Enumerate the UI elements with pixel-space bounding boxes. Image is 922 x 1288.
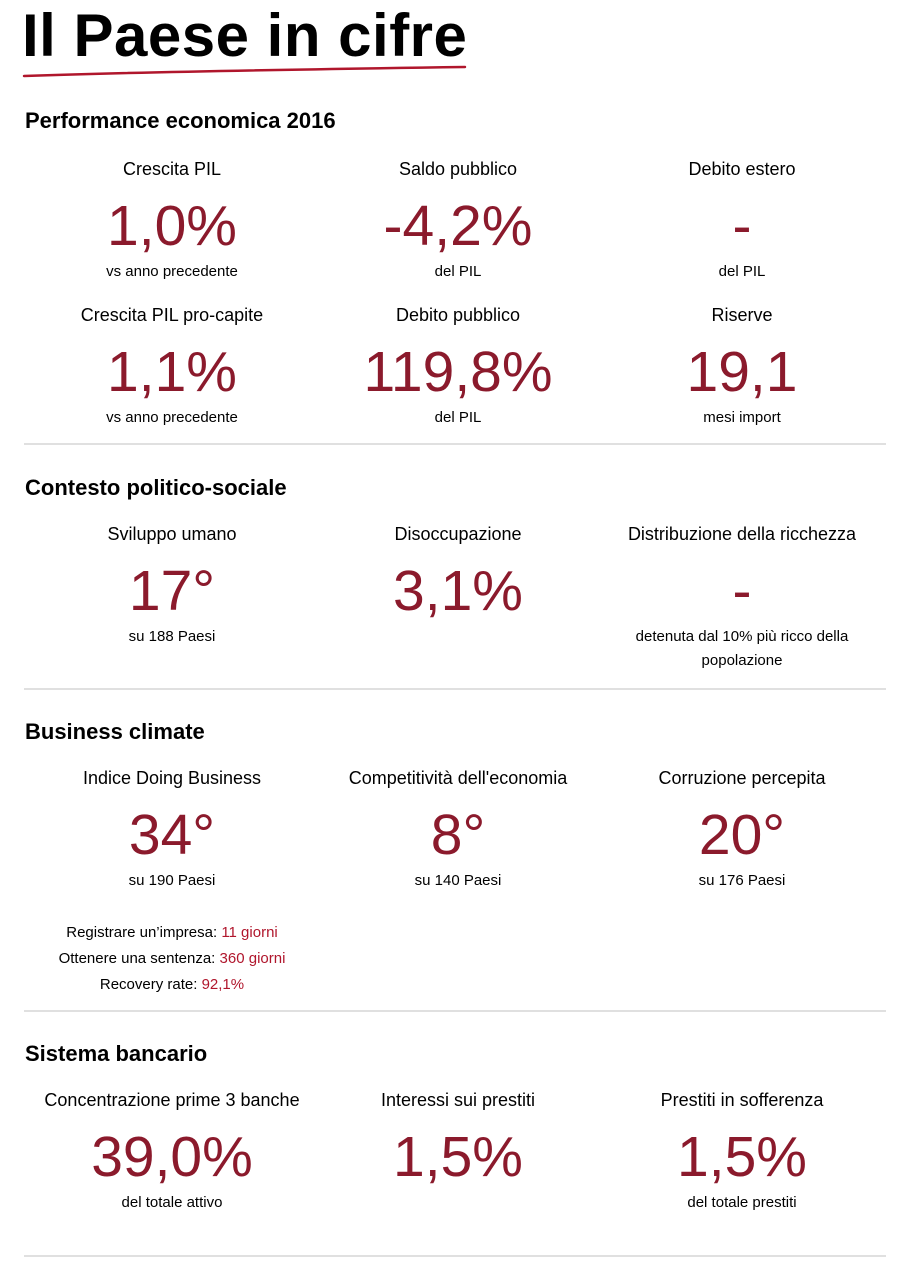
metric-debito-estero: Debito estero - del PIL xyxy=(592,157,892,284)
metric-crescita-pil-pro-capite: Crescita PIL pro-capite 1,1% vs anno pre… xyxy=(22,303,322,430)
section-title-contesto: Contesto politico-sociale xyxy=(25,475,287,500)
metric-label: Debito pubblico xyxy=(395,305,521,325)
metric-sub: del PIL xyxy=(718,263,766,280)
metric-sub: su 140 Paesi xyxy=(414,872,502,889)
metric-sub: del PIL xyxy=(434,409,482,426)
metric-disoccupazione: Disoccupazione 3,1% xyxy=(308,522,608,623)
metric-label: Corruzione percepita xyxy=(658,768,826,788)
metric-corruzione-percepita: Corruzione percepita 20° su 176 Paesi xyxy=(592,766,892,893)
detail-value: 11 giorni xyxy=(221,924,278,941)
metric-label: Debito estero xyxy=(688,159,796,179)
metric-label: Indice Doing Business xyxy=(82,768,262,788)
detail-recovery-rate: Recovery rate: 92,1% xyxy=(22,972,322,998)
metric-value: 8° xyxy=(430,803,486,867)
metric-sub: del totale attivo xyxy=(121,1194,223,1211)
metric-distribuzione-ricchezza: Distribuzione della ricchezza - detenuta… xyxy=(592,522,892,673)
metric-value: 1,5% xyxy=(393,1125,523,1189)
metric-crescita-pil: Crescita PIL 1,0% vs anno precedente xyxy=(22,157,322,284)
section-divider xyxy=(24,443,886,445)
metric-value: - xyxy=(732,559,752,623)
metric-value: - xyxy=(732,194,752,258)
metric-label: Competitività dell'economia xyxy=(348,768,568,788)
section-title-performance: Performance economica 2016 xyxy=(25,108,336,133)
metric-competitivita: Competitività dell'economia 8° su 140 Pa… xyxy=(308,766,608,893)
metric-value: 1,5% xyxy=(677,1125,807,1189)
detail-label: Recovery rate: xyxy=(99,976,202,993)
metric-value: 39,0% xyxy=(91,1125,253,1189)
metric-label: Saldo pubblico xyxy=(398,159,518,179)
metric-value: 1,1% xyxy=(107,340,237,404)
metric-interessi-prestiti: Interessi sui prestiti 1,5% xyxy=(308,1088,608,1189)
metric-sviluppo-umano: Sviluppo umano 17° su 188 Paesi xyxy=(22,522,322,649)
metric-label: Distribuzione della ricchezza xyxy=(627,524,857,544)
metric-label: Prestiti in sofferenza xyxy=(660,1090,824,1110)
metric-riserve: Riserve 19,1 mesi import xyxy=(592,303,892,430)
metric-debito-pubblico: Debito pubblico 119,8% del PIL xyxy=(308,303,608,430)
metric-sub: su 176 Paesi xyxy=(698,872,786,889)
detail-value: 92,1% xyxy=(201,976,245,993)
page-title: Il Paese in cifre xyxy=(22,2,468,69)
doing-business-details: Registrare un’impresa: 11 giorni Ottener… xyxy=(22,920,322,998)
section-title-business-climate: Business climate xyxy=(25,719,205,744)
section-divider xyxy=(24,688,886,690)
section-title-sistema-bancario: Sistema bancario xyxy=(25,1041,208,1066)
metric-sub: su 188 Paesi xyxy=(128,628,216,645)
metric-label: Crescita PIL xyxy=(122,159,222,179)
detail-value: 360 giorni xyxy=(219,950,286,967)
metric-sub: del PIL xyxy=(434,263,482,280)
metric-label: Sviluppo umano xyxy=(107,524,237,544)
metric-label: Crescita PIL pro-capite xyxy=(80,305,264,325)
detail-ottenere-sentenza: Ottenere una sentenza: 360 giorni xyxy=(22,946,322,972)
metric-value: 3,1% xyxy=(393,559,523,623)
metric-label: Concentrazione prime 3 banche xyxy=(44,1090,300,1110)
metric-saldo-pubblico: Saldo pubblico -4,2% del PIL xyxy=(308,157,608,284)
metric-prestiti-sofferenza: Prestiti in sofferenza 1,5% del totale p… xyxy=(592,1088,892,1215)
metric-sub: del totale prestiti xyxy=(687,1194,797,1211)
metric-value: 20° xyxy=(698,803,786,867)
detail-label: Ottenere una sentenza: xyxy=(58,950,220,967)
metric-sub: detenuta dal 10% più ricco della popolaz… xyxy=(635,628,849,669)
metric-doing-business: Indice Doing Business 34° su 190 Paesi xyxy=(22,766,322,893)
metric-value: -4,2% xyxy=(383,194,533,258)
metric-sub: vs anno precedente xyxy=(106,263,238,280)
section-divider xyxy=(24,1010,886,1012)
metric-value: 19,1 xyxy=(686,340,798,404)
metric-value: 1,0% xyxy=(107,194,237,258)
metric-value: 119,8% xyxy=(363,340,553,404)
metric-label: Riserve xyxy=(711,305,773,325)
metric-value: 17° xyxy=(128,559,216,623)
detail-label: Registrare un’impresa: xyxy=(66,924,222,941)
metric-label: Disoccupazione xyxy=(394,524,522,544)
metric-sub: su 190 Paesi xyxy=(128,872,216,889)
metric-sub: vs anno precedente xyxy=(106,409,238,426)
metric-value: 34° xyxy=(128,803,216,867)
title-underline xyxy=(22,65,467,78)
metric-sub: mesi import xyxy=(703,409,781,426)
metric-concentrazione-banche: Concentrazione prime 3 banche 39,0% del … xyxy=(22,1088,322,1215)
section-divider xyxy=(24,1255,886,1257)
detail-registrare-impresa: Registrare un’impresa: 11 giorni xyxy=(22,920,322,946)
metric-label: Interessi sui prestiti xyxy=(380,1090,536,1110)
